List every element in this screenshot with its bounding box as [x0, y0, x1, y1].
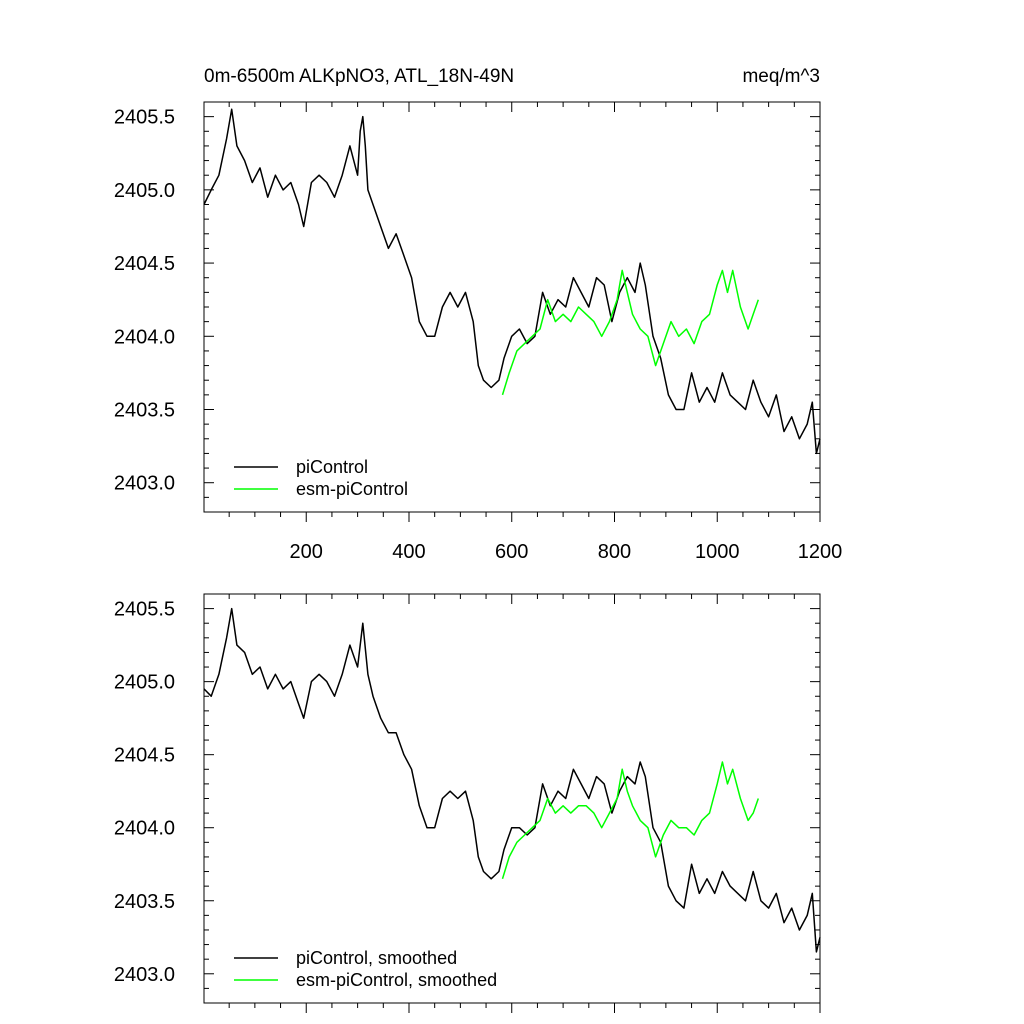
bottom-y-tick-label: 2404.0 — [114, 818, 175, 840]
top-x-tick-label: 800 — [598, 541, 631, 563]
top-y-tick-label: 2403.0 — [114, 473, 175, 495]
top-y-tick-label: 2405.0 — [114, 180, 175, 202]
top-legend-label-1: esm-piControl — [296, 479, 408, 499]
top-x-tick-label: 1200 — [798, 541, 843, 563]
top-plot-frame — [204, 102, 820, 512]
top-y-tick-label: 2404.0 — [114, 326, 175, 348]
bottom-panel: 2403.0 2403.5 2404.0 2404.5 2405.0 2405.5 piCo… — [114, 594, 820, 1013]
bottom-series-line-0 — [204, 609, 820, 952]
top-x-tick-label: 200 — [290, 541, 323, 563]
top-y-tick-label: 2404.5 — [114, 253, 175, 275]
bottom-y-tick-label: 2403.5 — [114, 891, 175, 913]
bottom-y-tick-label: 2405.0 — [114, 672, 175, 694]
top-series-line-0 — [204, 109, 820, 453]
bottom-legend-label-1: esm-piControl, smoothed — [296, 970, 497, 990]
top-x-tick-label: 600 — [495, 541, 528, 563]
top-y-tick-label: 2405.5 — [114, 107, 175, 129]
bottom-y-tick-label: 2404.5 — [114, 745, 175, 767]
bottom-plot-frame — [204, 594, 820, 1003]
bottom-legend-label-0: piControl, smoothed — [296, 948, 457, 968]
chart-title: 0m-6500m ALKpNO3, ATL_18N-49N — [204, 66, 514, 87]
top-legend-label-0: piControl — [296, 457, 368, 477]
top-x-tick-label: 400 — [392, 541, 425, 563]
bottom-y-tick-label: 2405.5 — [114, 599, 175, 621]
top-series-line-1 — [503, 270, 759, 395]
top-panel: 2403.0 2403.5 2404.0 2404.5 2405.0 2405.5 200 4… — [114, 102, 842, 563]
bottom-y-tick-label: 2403.0 — [114, 964, 175, 986]
top-x-tick-label: 1000 — [695, 541, 740, 563]
top-y-tick-label: 2403.5 — [114, 400, 175, 422]
units-label: meq/m^3 — [742, 66, 820, 87]
